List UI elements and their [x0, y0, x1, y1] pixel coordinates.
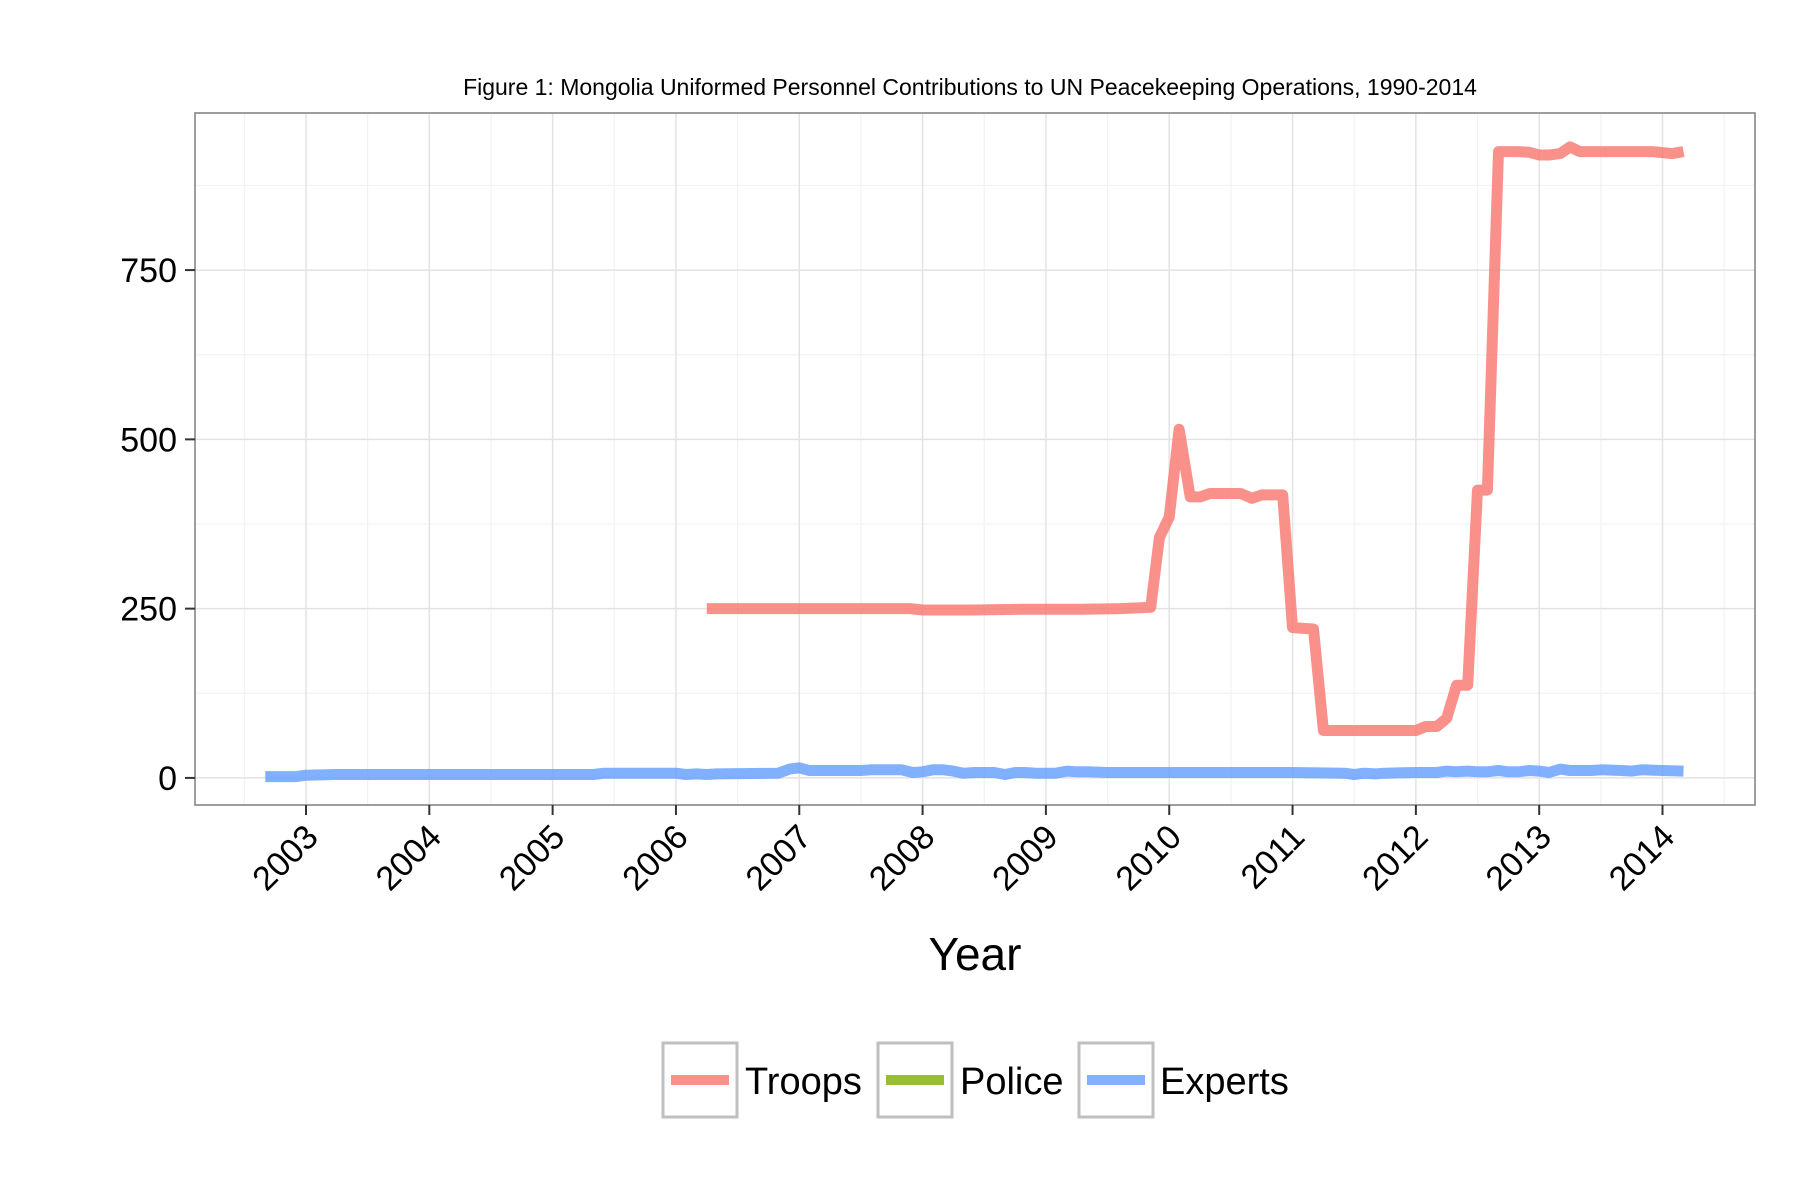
- x-tick-label: 2008: [862, 818, 942, 898]
- legend: Troops Police Experts: [661, 1041, 1289, 1119]
- x-tick-label: 2013: [1478, 818, 1558, 898]
- plot-panel: [194, 112, 1756, 806]
- series-line-troops: [706, 141, 1685, 736]
- y-tick-label: 500: [120, 421, 177, 459]
- x-tick-label: 2006: [615, 818, 695, 898]
- x-tick-label: 2009: [985, 818, 1065, 898]
- legend-label-police: Police: [960, 1061, 1064, 1103]
- grid: [195, 113, 1755, 805]
- axes: 0 250 500 750 2003 2004 2005 2006 2007 2008 2009 20…: [120, 252, 1682, 898]
- x-tick-label: 2005: [492, 818, 572, 898]
- x-tick-label: 2007: [739, 818, 819, 898]
- y-tick-label: 750: [120, 252, 177, 290]
- series-line-experts: [265, 762, 1684, 783]
- x-tick-label: 2014: [1602, 818, 1682, 898]
- x-tick-label: 2011: [1234, 818, 1313, 897]
- plot-border: [194, 112, 1756, 806]
- y-tick-label: 0: [158, 760, 177, 798]
- x-tick-label: 2010: [1109, 818, 1189, 898]
- series-lines: [265, 141, 1685, 783]
- legend-label-experts: Experts: [1160, 1061, 1289, 1103]
- x-axis-title: Year: [929, 928, 1022, 980]
- x-tick-label: 2012: [1355, 818, 1435, 898]
- y-tick-label: 250: [120, 591, 177, 629]
- legend-label-troops: Troops: [745, 1061, 862, 1103]
- x-tick-label: 2003: [245, 818, 325, 898]
- chart-title: Figure 1: Mongolia Uniformed Personnel C…: [463, 74, 1477, 100]
- x-tick-label: 2004: [369, 818, 449, 898]
